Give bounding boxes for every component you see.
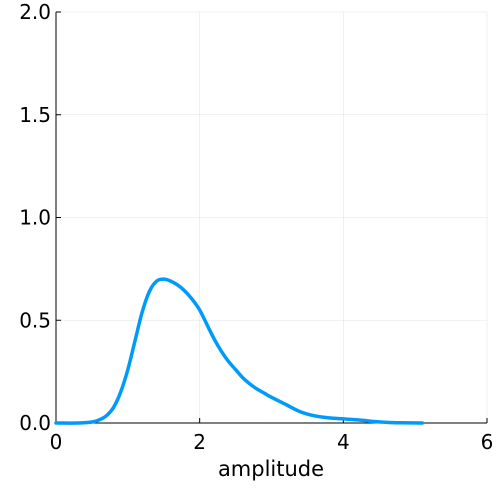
y-tick-label-4: 2.0 [19,0,51,24]
ticks: 0 2 4 6 0.0 0.5 1.0 1.5 2.0 [19,0,493,454]
series-line-0 [54,277,425,425]
x-tick-label-0: 0 [50,430,63,454]
series [54,277,425,425]
x-tick-label-2: 4 [337,430,350,454]
x-axis-title: amplitude [218,457,324,481]
y-tick-label-2: 1.0 [19,206,51,230]
y-tick-label-1: 0.5 [19,308,51,332]
y-tick-label-3: 1.5 [19,103,51,127]
x-tick-label-1: 2 [193,430,206,454]
y-tick-label-0: 0.0 [19,411,51,435]
x-tick-label-3: 6 [481,430,494,454]
